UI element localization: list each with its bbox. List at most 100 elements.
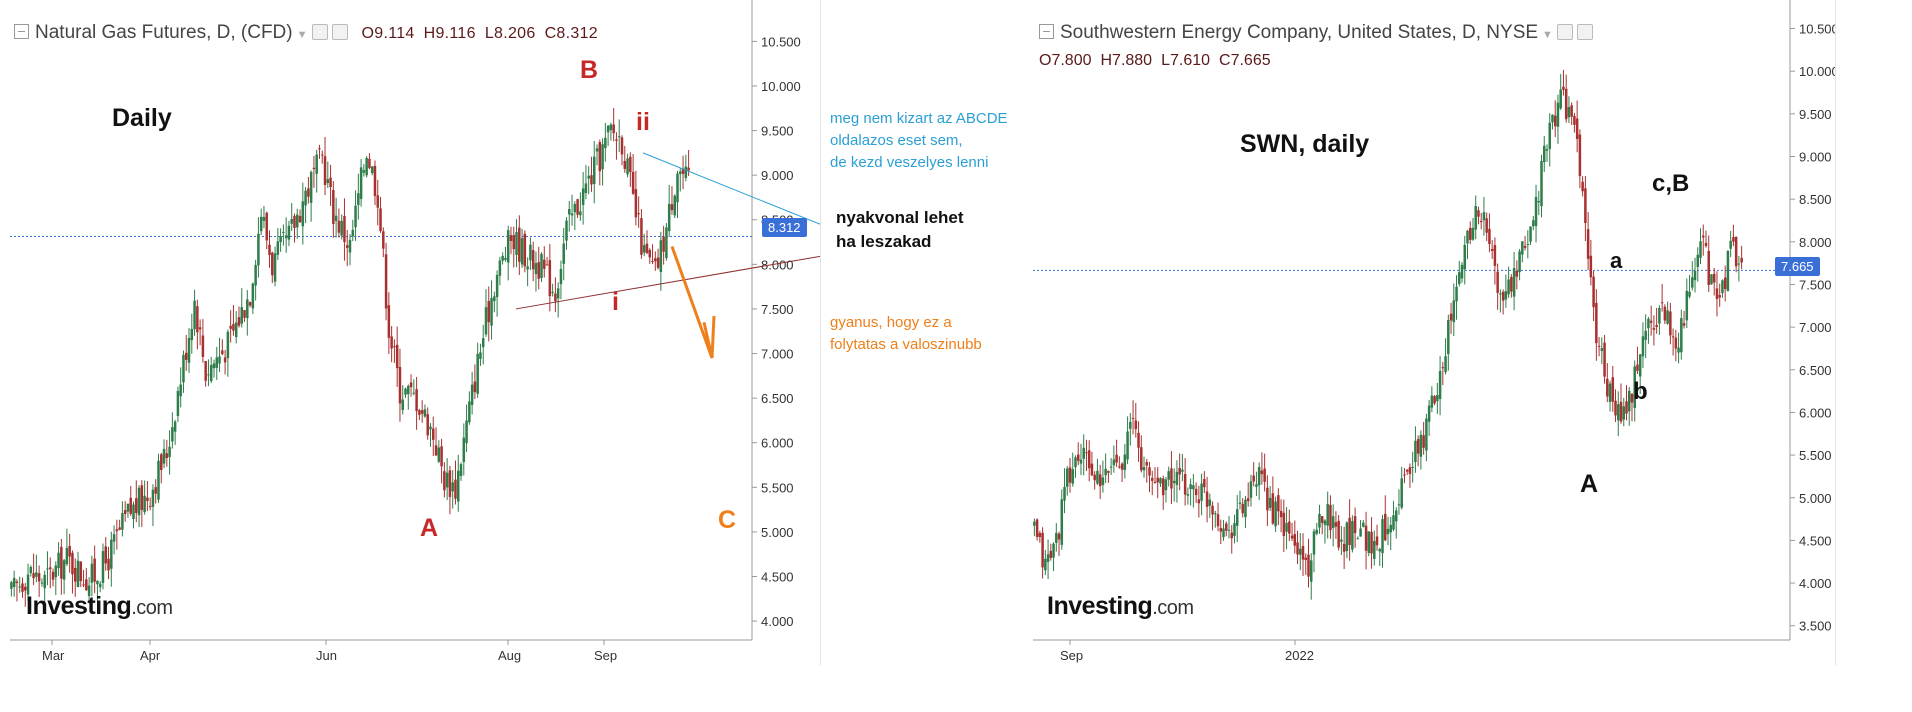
candle-body <box>443 471 446 491</box>
wave-b-lower-label: b <box>1633 378 1648 405</box>
candle-body <box>1093 474 1096 481</box>
collapse-icon[interactable] <box>14 24 29 39</box>
candle-body <box>429 426 432 430</box>
candle-body <box>118 527 121 530</box>
candle-body <box>412 392 416 394</box>
eye-icon[interactable] <box>311 24 328 40</box>
candle-body <box>501 255 504 261</box>
candle-body <box>35 572 38 577</box>
candle-body <box>293 215 296 228</box>
eye-icon[interactable] <box>1556 24 1573 40</box>
candle-body <box>637 213 640 215</box>
candle-body <box>1329 504 1332 531</box>
candle-body <box>135 498 138 514</box>
settings-icon[interactable] <box>1576 24 1593 40</box>
candle-body <box>226 331 230 359</box>
candle-body <box>1392 515 1395 530</box>
candle-body <box>1216 514 1220 527</box>
candle-body <box>1425 418 1428 451</box>
orange-note: gyanus, hogy ez a folytatas a valoszinub… <box>830 314 982 353</box>
collapse-icon[interactable] <box>1039 24 1054 39</box>
neckline-note: nyakvonal lehet ha leszakad <box>836 208 964 251</box>
candle-body <box>476 353 479 394</box>
candle-body <box>1510 276 1513 292</box>
candle-body <box>656 257 660 268</box>
candle-body <box>1266 487 1269 511</box>
candle-body <box>1063 486 1066 501</box>
candle-body <box>1367 531 1371 554</box>
candle-body <box>1161 478 1165 496</box>
candle-body <box>243 310 246 318</box>
candle-body <box>1087 450 1091 469</box>
candle-body <box>1633 366 1636 408</box>
wave-a-lower-label: a <box>1610 248 1623 273</box>
candle-body <box>1559 89 1562 109</box>
x-tick-label: Sep <box>594 648 617 663</box>
candle-body <box>1386 528 1390 535</box>
wave-b-label: B <box>580 56 599 84</box>
candle-body <box>1606 378 1609 397</box>
candle-body <box>498 260 502 276</box>
candle-body <box>1575 118 1579 139</box>
candle-body <box>1238 502 1242 504</box>
candle-body <box>179 384 182 397</box>
candle-body <box>612 124 615 134</box>
candle-body <box>456 470 460 502</box>
candle-body <box>1345 522 1349 552</box>
candle-body <box>187 337 191 363</box>
chevron-down-icon[interactable]: ▼ <box>1542 29 1553 41</box>
candle-body <box>579 211 582 216</box>
candle-body <box>126 503 130 512</box>
candle-body <box>1699 241 1702 258</box>
candle-body <box>615 139 618 141</box>
candle-body <box>368 158 371 169</box>
candle-body <box>1504 291 1508 300</box>
candle-body <box>1419 434 1423 457</box>
candle-body <box>1200 483 1203 501</box>
candle-body <box>1112 459 1116 466</box>
candle-body <box>570 213 574 216</box>
candle-body <box>556 288 560 299</box>
y-tick-label: 9.500 <box>761 124 794 139</box>
candle-body <box>537 262 540 279</box>
candle-body <box>1219 527 1223 532</box>
candle-body <box>1170 468 1173 489</box>
candle-body <box>1721 280 1724 294</box>
candle-body <box>393 346 396 348</box>
candle-body <box>96 580 99 585</box>
candle-body <box>1556 102 1560 127</box>
candle-body <box>1120 463 1124 470</box>
upper-trendline <box>642 152 820 225</box>
candle-body <box>193 300 196 330</box>
candle-body <box>437 447 441 462</box>
candle-body <box>629 156 632 173</box>
candle-body <box>1315 529 1318 534</box>
candle-body <box>101 551 105 583</box>
candle-body <box>65 547 69 565</box>
chevron-down-icon[interactable]: ▼ <box>296 29 308 41</box>
candle-body <box>1150 477 1154 481</box>
candle-body <box>209 364 213 382</box>
candle-body <box>1455 286 1458 302</box>
open-value: O7.800 <box>1039 52 1092 69</box>
candle-body <box>326 179 330 184</box>
candle-body <box>592 156 596 185</box>
y-tick-label: 9.000 <box>761 168 794 183</box>
settings-icon[interactable] <box>331 24 348 40</box>
candle-body <box>1076 454 1080 461</box>
candle-body <box>529 244 532 261</box>
candle-body <box>345 245 349 248</box>
candle-body <box>1433 396 1436 404</box>
candle-body <box>1244 499 1247 518</box>
candle-body <box>1600 348 1604 351</box>
candle-body <box>1307 554 1310 577</box>
wave-a-upper-label: A <box>1580 470 1599 498</box>
candle-body <box>1186 494 1190 496</box>
candle-body <box>659 240 663 273</box>
candle-body <box>373 165 377 197</box>
candle-body <box>271 252 274 276</box>
wave-ii-label: ii <box>636 108 650 136</box>
candle-body <box>1452 300 1456 323</box>
candle-body <box>1082 447 1085 459</box>
candle-body <box>1712 273 1716 283</box>
